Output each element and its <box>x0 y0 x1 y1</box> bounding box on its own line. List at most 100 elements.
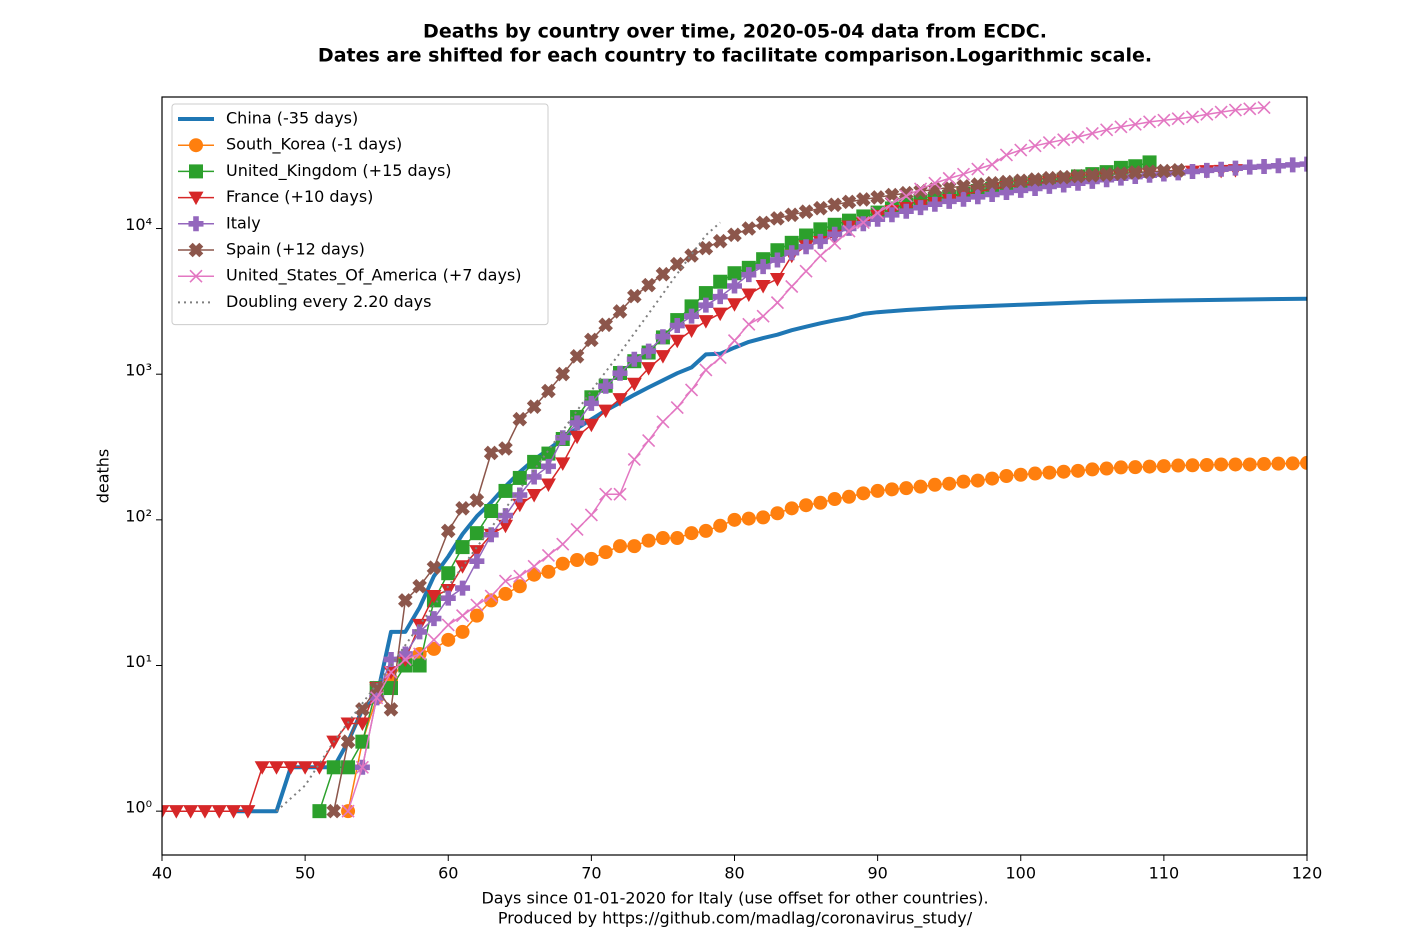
marker <box>355 702 370 717</box>
marker <box>898 203 914 219</box>
marker <box>470 598 484 612</box>
marker <box>1014 143 1028 157</box>
marker <box>641 533 656 548</box>
marker <box>684 299 699 314</box>
marker <box>1099 172 1115 188</box>
marker <box>727 266 742 281</box>
marker <box>1085 126 1099 140</box>
marker <box>812 233 828 249</box>
marker <box>898 185 914 201</box>
marker <box>1127 169 1143 185</box>
legend-label: Doubling every 2.20 days <box>226 292 431 311</box>
marker <box>970 473 985 488</box>
marker <box>684 248 699 263</box>
marker <box>999 148 1014 162</box>
marker <box>498 574 513 588</box>
marker <box>699 363 713 377</box>
marker <box>1041 178 1057 194</box>
marker <box>1200 107 1214 121</box>
marker <box>1113 170 1129 186</box>
marker <box>927 477 942 492</box>
marker <box>1228 457 1243 472</box>
marker <box>326 760 341 775</box>
marker <box>971 162 985 176</box>
marker <box>755 259 771 275</box>
marker <box>613 539 627 554</box>
marker <box>612 304 628 319</box>
marker <box>956 179 971 194</box>
marker <box>884 187 900 203</box>
marker <box>1285 456 1300 471</box>
marker <box>1013 467 1028 482</box>
marker <box>189 138 203 153</box>
marker <box>512 470 527 485</box>
marker <box>712 289 728 305</box>
marker <box>498 508 513 524</box>
marker <box>412 624 428 640</box>
marker <box>627 452 641 466</box>
legend-label: United_Kingdom (+15 days) <box>226 161 452 181</box>
marker <box>670 531 685 546</box>
marker <box>1099 461 1114 476</box>
legend-label: France (+10 days) <box>226 187 373 206</box>
marker <box>355 734 370 749</box>
marker <box>998 185 1014 201</box>
marker <box>1185 163 1200 179</box>
x-tick-label: 110 <box>1149 864 1180 883</box>
marker <box>827 226 843 242</box>
marker <box>927 196 943 212</box>
marker <box>269 761 284 775</box>
marker <box>655 350 671 364</box>
marker <box>426 590 442 604</box>
marker <box>1013 182 1029 198</box>
marker <box>984 187 1000 203</box>
marker <box>956 191 971 207</box>
marker <box>541 564 556 579</box>
marker <box>756 510 771 525</box>
marker <box>598 378 614 394</box>
marker <box>311 761 327 775</box>
marker <box>384 681 398 696</box>
marker <box>1299 156 1307 172</box>
marker <box>341 760 356 775</box>
marker <box>555 556 570 571</box>
marker <box>526 489 542 503</box>
marker <box>541 383 556 399</box>
marker <box>189 269 203 283</box>
marker <box>899 481 914 496</box>
marker <box>870 483 885 498</box>
marker <box>684 526 699 541</box>
marker <box>799 228 814 243</box>
marker <box>1185 458 1200 473</box>
legend: China (-35 days) South_Korea (-1 days) Uni… <box>171 103 549 326</box>
marker <box>1213 161 1229 177</box>
marker <box>455 580 471 596</box>
series <box>341 100 1271 818</box>
marker <box>798 239 814 255</box>
marker <box>569 415 585 431</box>
marker <box>727 512 742 527</box>
marker <box>254 761 270 775</box>
marker <box>1242 159 1258 175</box>
marker <box>583 418 599 433</box>
marker <box>813 222 828 237</box>
chart-title: Deaths by country over time, 2020-05-04 … <box>423 21 1047 43</box>
marker <box>799 498 814 513</box>
marker <box>1113 166 1129 181</box>
marker <box>942 171 956 185</box>
marker <box>1128 117 1142 131</box>
marker <box>985 157 999 172</box>
marker <box>741 288 757 303</box>
marker <box>1243 102 1257 116</box>
marker <box>928 176 942 190</box>
marker <box>1042 136 1056 150</box>
marker <box>884 482 899 497</box>
marker <box>626 351 642 367</box>
y-axis-label: deaths <box>94 449 113 504</box>
marker <box>813 249 827 263</box>
marker <box>527 454 542 469</box>
marker <box>570 553 585 568</box>
marker <box>584 551 599 566</box>
marker <box>1071 463 1085 478</box>
marker <box>1085 462 1100 477</box>
